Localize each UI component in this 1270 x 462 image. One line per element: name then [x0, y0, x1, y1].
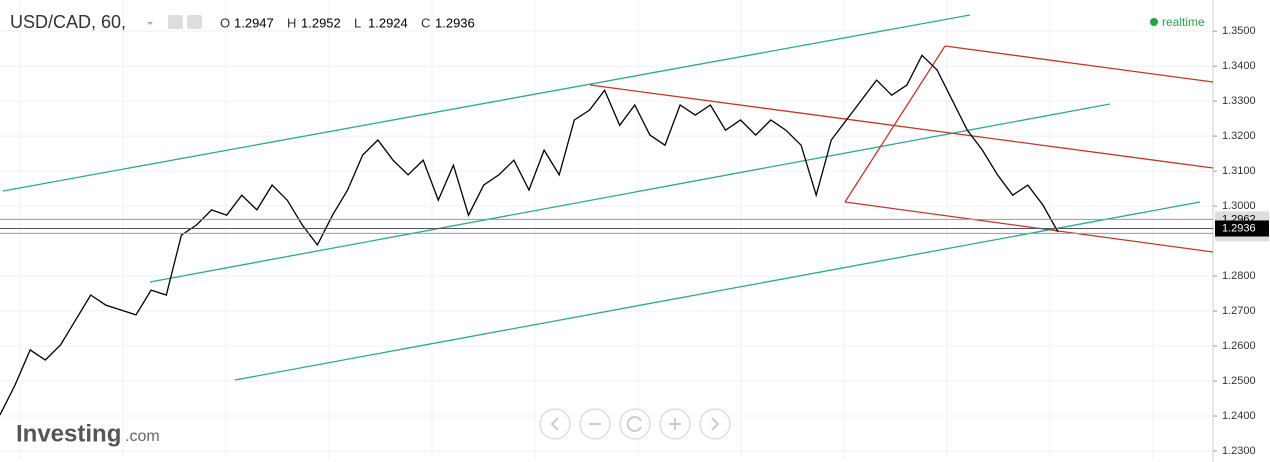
- ohlc-value: 1.2952: [301, 15, 341, 30]
- logo: Investing: [16, 420, 121, 447]
- y-tick-label: 1.3000: [1222, 200, 1256, 212]
- ohlc: O 1.2947 H 1.2952 L 1.2924 C 1.2936: [220, 15, 475, 30]
- logo-suffix: .com: [125, 428, 160, 445]
- plot: [0, 54, 1059, 416]
- channel-line: [149, 103, 1111, 283]
- y-tick-label: 1.2600: [1222, 340, 1256, 352]
- realtime-label: realtime: [1162, 15, 1205, 29]
- ohlc-name: O: [220, 15, 230, 30]
- ohlc-value: 1.2936: [435, 15, 475, 30]
- settings-icon[interactable]: [187, 15, 202, 29]
- pitchfork-line: [589, 84, 1214, 169]
- ohlc-name: L: [354, 15, 361, 30]
- y-tick-label: 1.2700: [1222, 305, 1256, 317]
- y-tick-label: 1.2400: [1222, 410, 1256, 422]
- scroll-right-button[interactable]: [699, 408, 731, 440]
- pitchfork-lines: [589, 45, 1214, 253]
- realtime-dot: [1150, 18, 1158, 26]
- channel-line: [2, 14, 971, 192]
- y-tick-label: 1.3100: [1222, 165, 1256, 177]
- reset-button[interactable]: [619, 408, 651, 440]
- y-tick-label: 1.3400: [1222, 60, 1256, 72]
- ohlc-name: C: [421, 15, 430, 30]
- y-tick-label: 1.3300: [1222, 95, 1256, 107]
- pitchfork-line: [844, 45, 946, 203]
- channel-line: [234, 201, 1201, 381]
- price-line-series: [0, 54, 1059, 416]
- ohlc-value: 1.2947: [234, 15, 274, 30]
- channel-lines: [2, 14, 1201, 381]
- grid: [0, 0, 1213, 458]
- pitchfork-line: [944, 45, 1214, 83]
- symbol-title: USD/CAD, 60,: [10, 12, 126, 32]
- y-tick-label: 1.2800: [1222, 270, 1256, 282]
- pitchfork-line: [844, 201, 1214, 253]
- ohlc-name: H: [287, 15, 296, 30]
- ohlc-value: 1.2924: [368, 15, 408, 30]
- zoom-icons: [550, 416, 720, 432]
- y-tick-label: 1.2300: [1222, 445, 1256, 457]
- scroll-left-button[interactable]: [539, 408, 571, 440]
- y-tick-label: 1.2500: [1222, 375, 1256, 387]
- y-tick-label: 1.3500: [1222, 25, 1256, 37]
- y-tick-label: 1.3200: [1222, 130, 1256, 142]
- dropdown-icon[interactable]: [147, 22, 153, 25]
- zoom-controls: [539, 408, 731, 440]
- eye-icon[interactable]: [168, 15, 183, 29]
- last-price-box: [1215, 220, 1269, 237]
- last-price-label: 1.2936: [1222, 222, 1256, 234]
